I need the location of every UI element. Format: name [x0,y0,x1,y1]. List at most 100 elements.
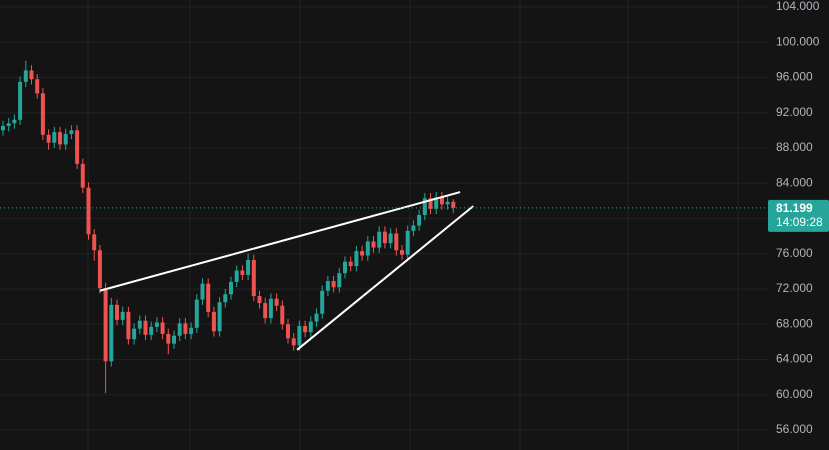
candle-body [46,134,51,143]
candle-body [377,231,382,248]
countdown-label: 14:09:28 [776,215,823,229]
y-tick-label: 104.000 [776,0,820,13]
candle-body [160,322,165,334]
candle-body [348,261,353,267]
candle-body [115,304,119,320]
candle-body [303,326,308,333]
candle-body [417,214,422,226]
candle-body [365,241,370,256]
candle-body [120,311,125,320]
candle-body [194,299,199,328]
candle-body [308,321,313,333]
y-tick-label: 100.000 [776,34,820,48]
candle-body [1,125,5,131]
candle-body [143,320,148,335]
candle-body [206,283,211,312]
candle-body [388,233,393,244]
y-tick-label: 64.000 [776,352,813,366]
candle-body [211,311,216,332]
y-tick-label: 68.000 [776,316,813,330]
candle-body [149,326,154,335]
candle-body [132,328,137,340]
candle-body [280,305,285,325]
candle-body [343,261,347,274]
candle-body [154,322,159,327]
candle-body [434,197,439,209]
candle-body [166,333,171,344]
candle-body [217,302,222,332]
candle-body [29,70,34,80]
candle-body [69,130,74,134]
candle-body [286,324,290,339]
candle-body [80,163,85,188]
candle-body [411,225,416,231]
candle-body [405,230,410,255]
candle-body [172,335,176,344]
candle-body [320,290,325,314]
candle-body [314,313,319,322]
candle-body [422,198,427,215]
candle-body [439,197,444,205]
candle-body [92,234,97,251]
candle-body [40,93,45,135]
candle-body [400,250,404,255]
candle-body [137,320,142,329]
candle-body [331,281,336,288]
y-tick-label: 96.000 [776,70,813,84]
candle-body [23,70,28,82]
time-grid [87,0,739,450]
candle-body [263,303,268,319]
y-tick-label: 92.000 [776,105,813,119]
candle-body [297,326,302,346]
candle-body [229,281,233,295]
y-tick-label: 88.000 [776,140,813,154]
candle-body [126,311,131,340]
candle-body [246,259,251,275]
candle-body [382,231,387,244]
candle-body [189,327,194,334]
y-tick-label: 84.000 [776,175,813,189]
candle-body [6,123,11,126]
candle-body [337,273,342,288]
candle-body [291,338,296,346]
candle-body [63,133,68,145]
candle-body [234,270,239,282]
last-price-label: 81.199 [776,201,813,215]
candle-body [445,201,450,205]
y-tick-label: 72.000 [776,281,813,295]
candle-body [223,294,228,303]
candle-body [97,250,102,289]
candle-body [428,198,433,209]
candle-body [371,241,376,248]
candle-body [109,304,114,362]
candle-body [354,251,359,267]
candle-body [177,323,182,336]
y-tick-label: 60.000 [776,387,813,401]
candle-body [257,296,262,304]
candle-body [268,298,273,319]
candle-body [18,81,23,120]
candle-body [274,298,279,306]
candle-body [200,283,205,300]
candle-body [103,288,108,362]
candle-body [58,132,62,145]
candle-body [52,132,57,143]
candle-body [325,281,330,291]
y-tick-label: 56.000 [776,422,813,436]
y-tick-label: 76.000 [776,246,813,260]
candle-body [251,259,256,297]
candle-body [86,187,91,235]
candle-body [360,251,365,256]
trend-line [296,205,474,351]
candle-body [451,201,456,208]
candle-body [394,233,399,251]
last-price-badge [768,199,829,232]
candle-body [240,270,245,275]
trend-line [99,191,461,292]
candle-body [35,79,40,94]
candle-body [12,119,17,124]
candle-body [75,130,80,164]
candle-body [183,323,188,334]
